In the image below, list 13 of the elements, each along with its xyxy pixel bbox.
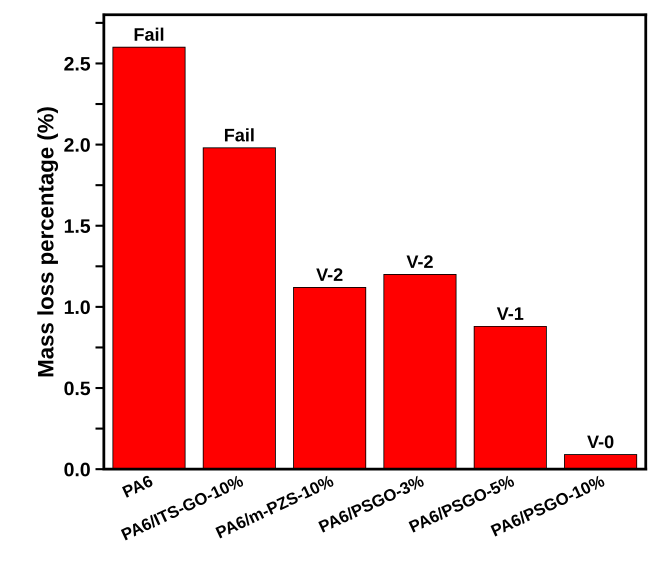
y-tick-label: 1.5 xyxy=(64,219,90,233)
data-label: V-2 xyxy=(316,268,342,281)
data-label: Fail xyxy=(134,28,164,41)
y-tick-label: 1.0 xyxy=(64,300,90,314)
data-label: V-0 xyxy=(587,435,614,448)
y-axis-title: Mass loss percentage (%) xyxy=(37,107,58,376)
data-label: V-2 xyxy=(406,255,433,268)
data-label: V-1 xyxy=(496,307,524,320)
y-tick-label: 0.0 xyxy=(64,462,90,476)
y-tick-label: 2.0 xyxy=(64,138,90,152)
y-tick-label: 0.5 xyxy=(64,381,90,396)
data-label: Fail xyxy=(224,128,254,142)
y-tick-label: 2.5 xyxy=(64,56,90,71)
